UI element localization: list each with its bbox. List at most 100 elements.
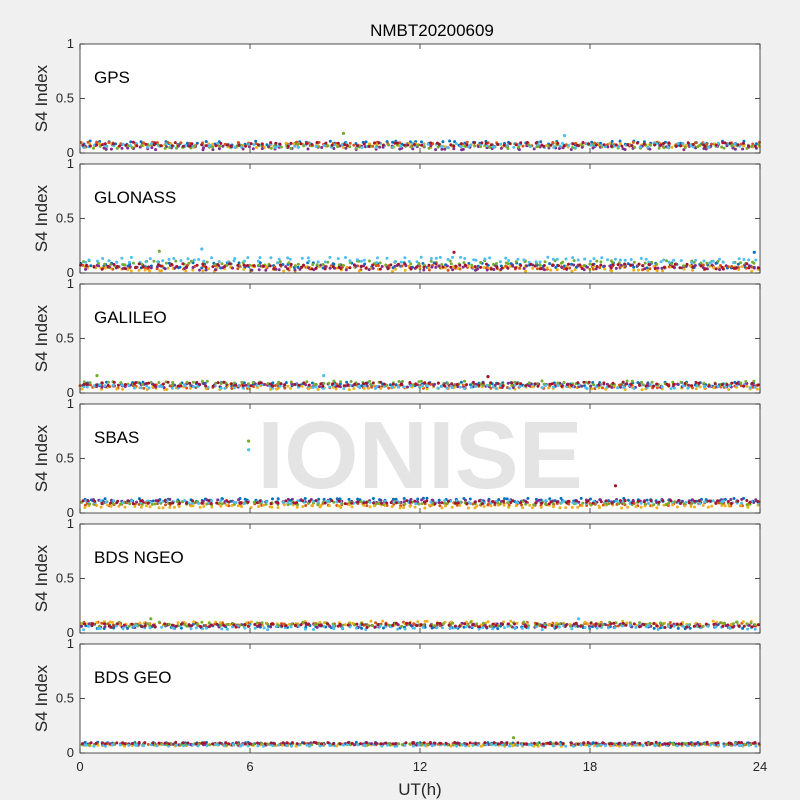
data-point [649,741,653,745]
data-point [287,622,291,626]
panel-label: SBAS [94,428,139,447]
data-point [217,147,221,151]
data-point [316,503,320,507]
data-point [218,741,222,745]
data-point [220,627,224,631]
data-point [682,264,686,268]
data-point [388,383,392,387]
data-point [297,383,301,387]
data-point [525,141,529,144]
data-point [286,497,290,501]
data-point [756,383,760,387]
data-point [262,264,265,268]
data-point [286,384,290,388]
data-point [348,266,352,270]
data-point [757,623,760,627]
data-point [702,259,706,263]
data-point [168,497,172,501]
data-point [520,626,524,630]
panel-label: GALILEO [94,308,167,327]
data-point [311,263,315,266]
data-point [400,624,404,628]
data-point [194,742,198,746]
data-point [129,140,133,144]
data-point [422,500,426,504]
data-point [242,381,246,385]
data-point [273,742,276,746]
data-point [614,143,618,147]
data-point [387,143,391,147]
data-point [574,141,578,145]
data-point [533,264,537,268]
data-point [81,499,85,503]
y-tick-label: 0.5 [56,571,74,586]
spike-point [149,617,153,621]
data-point [617,741,621,745]
data-point [604,623,608,627]
data-point [687,383,690,387]
data-point [667,260,671,264]
data-point [620,506,624,510]
data-point [522,267,526,270]
data-point [524,384,528,388]
data-point [271,381,275,385]
data-point [630,144,634,147]
data-point [440,501,444,505]
data-point [602,143,606,147]
data-point [617,502,621,506]
data-point [425,499,429,503]
data-point [667,501,671,505]
data-point [644,741,648,745]
data-point [422,741,426,745]
data-point [195,380,199,384]
data-point [255,501,259,505]
spike-point [452,250,456,254]
data-point [147,265,151,269]
data-point [653,744,657,748]
data-point [625,379,629,383]
data-point [451,268,455,272]
data-point [276,261,280,265]
data-point [429,144,433,148]
data-point [639,256,643,260]
data-point [112,263,116,266]
data-point [191,266,195,269]
data-point [408,500,412,504]
data-point [458,385,462,389]
data-point [100,385,104,389]
data-point [332,143,336,147]
data-point [343,143,347,147]
data-point [724,264,728,268]
data-point [706,505,710,509]
data-point [540,628,544,632]
data-point [94,741,98,745]
data-point [637,625,641,629]
data-point [629,258,633,261]
data-point [741,147,745,151]
data-point [393,260,397,264]
data-point [489,143,493,147]
data-point [209,502,213,505]
data-point [253,623,257,626]
data-point [551,257,555,261]
data-point [304,621,308,625]
data-point [258,261,262,265]
data-point [211,142,215,146]
data-point [560,266,564,269]
data-point [100,143,104,147]
data-point [112,499,116,503]
data-point [188,381,192,385]
data-point [81,742,84,746]
data-point [446,257,450,261]
data-point [344,256,347,259]
data-point [140,143,144,147]
data-point [589,384,593,388]
data-point [308,744,312,748]
data-point [218,501,221,505]
data-point [274,384,277,387]
data-point [689,144,693,148]
data-point [109,501,112,505]
data-point [736,262,740,266]
data-point [543,625,547,629]
data-point [81,143,85,147]
